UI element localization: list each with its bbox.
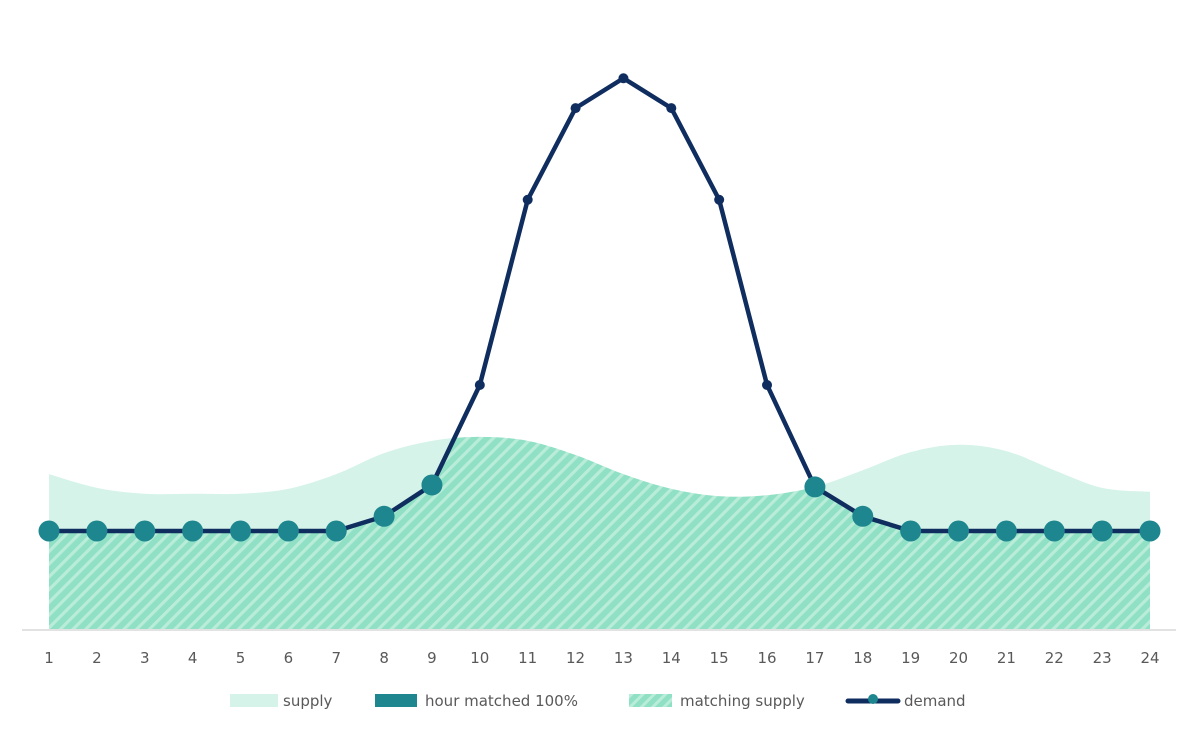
x-tick-label: 6 [284,649,294,667]
demand-marker [570,103,581,114]
demand-marker [474,379,485,390]
hour-matched-marker [1091,520,1113,542]
x-tick-label: 18 [853,649,872,667]
x-tick-label: 14 [662,649,681,667]
x-tick-label: 2 [92,649,102,667]
hour-matched-marker [38,520,60,542]
hour-matched-marker [804,476,826,498]
hour-matched-marker [852,505,874,527]
x-tick-label: 16 [757,649,776,667]
demand-marker [762,379,773,390]
x-tick-label: 9 [427,649,437,667]
demand-marker [618,73,629,84]
hour-matched-marker [900,520,922,542]
x-tick-label: 1 [44,649,54,667]
legend-label-hour-matched: hour matched 100% [425,692,578,710]
legend-label-matching-supply: matching supply [680,692,805,710]
demand-marker [714,194,725,205]
legend-swatch-hour-matched [375,694,417,707]
hour-matched-marker [1043,520,1065,542]
hour-matched-marker [86,520,108,542]
legend-swatch-supply [230,694,278,707]
x-tick-label: 13 [614,649,633,667]
x-tick-label: 15 [710,649,729,667]
legend-swatch-matching-supply [629,694,672,707]
hour-matched-marker [325,520,347,542]
x-tick-label: 8 [379,649,389,667]
hour-matched-marker [134,520,156,542]
demand-marker [666,103,677,114]
hour-matched-marker [1139,520,1161,542]
x-axis-ticks: 1 2 3 4 5 6 7 8 9 10 11 12 13 14 15 16 17 18 19 20 21 22 23 24 [44,649,1159,667]
x-tick-label: 5 [236,649,246,667]
demand-markers [38,73,1161,542]
x-tick-label: 11 [518,649,537,667]
hour-matched-marker [421,474,443,496]
x-tick-label: 22 [1045,649,1064,667]
legend: supply hour matched 100% matching supply… [230,692,966,710]
x-tick-label: 10 [470,649,489,667]
hour-matched-marker [277,520,299,542]
x-tick-label: 24 [1140,649,1159,667]
x-tick-label: 21 [997,649,1016,667]
x-tick-label: 7 [331,649,341,667]
x-tick-label: 12 [566,649,585,667]
legend-label-demand: demand [904,692,966,710]
plot-area: 1 2 3 4 5 6 7 8 9 10 11 12 13 14 15 16 17 18 19 20 21 22 23 24 [22,73,1176,667]
hour-matched-marker [373,505,395,527]
demand-marker [522,194,533,205]
legend-swatch-demand [845,694,901,704]
hour-matched-marker [995,520,1017,542]
x-tick-label: 17 [805,649,824,667]
hour-matched-marker [229,520,251,542]
hour-matched-marker [182,520,204,542]
x-tick-label: 3 [140,649,150,667]
x-tick-label: 19 [901,649,920,667]
hour-matched-marker [948,520,970,542]
x-tick-label: 4 [188,649,198,667]
matching-supply-area [49,436,1150,629]
x-tick-label: 20 [949,649,968,667]
legend-label-supply: supply [283,692,333,710]
x-tick-label: 23 [1093,649,1112,667]
